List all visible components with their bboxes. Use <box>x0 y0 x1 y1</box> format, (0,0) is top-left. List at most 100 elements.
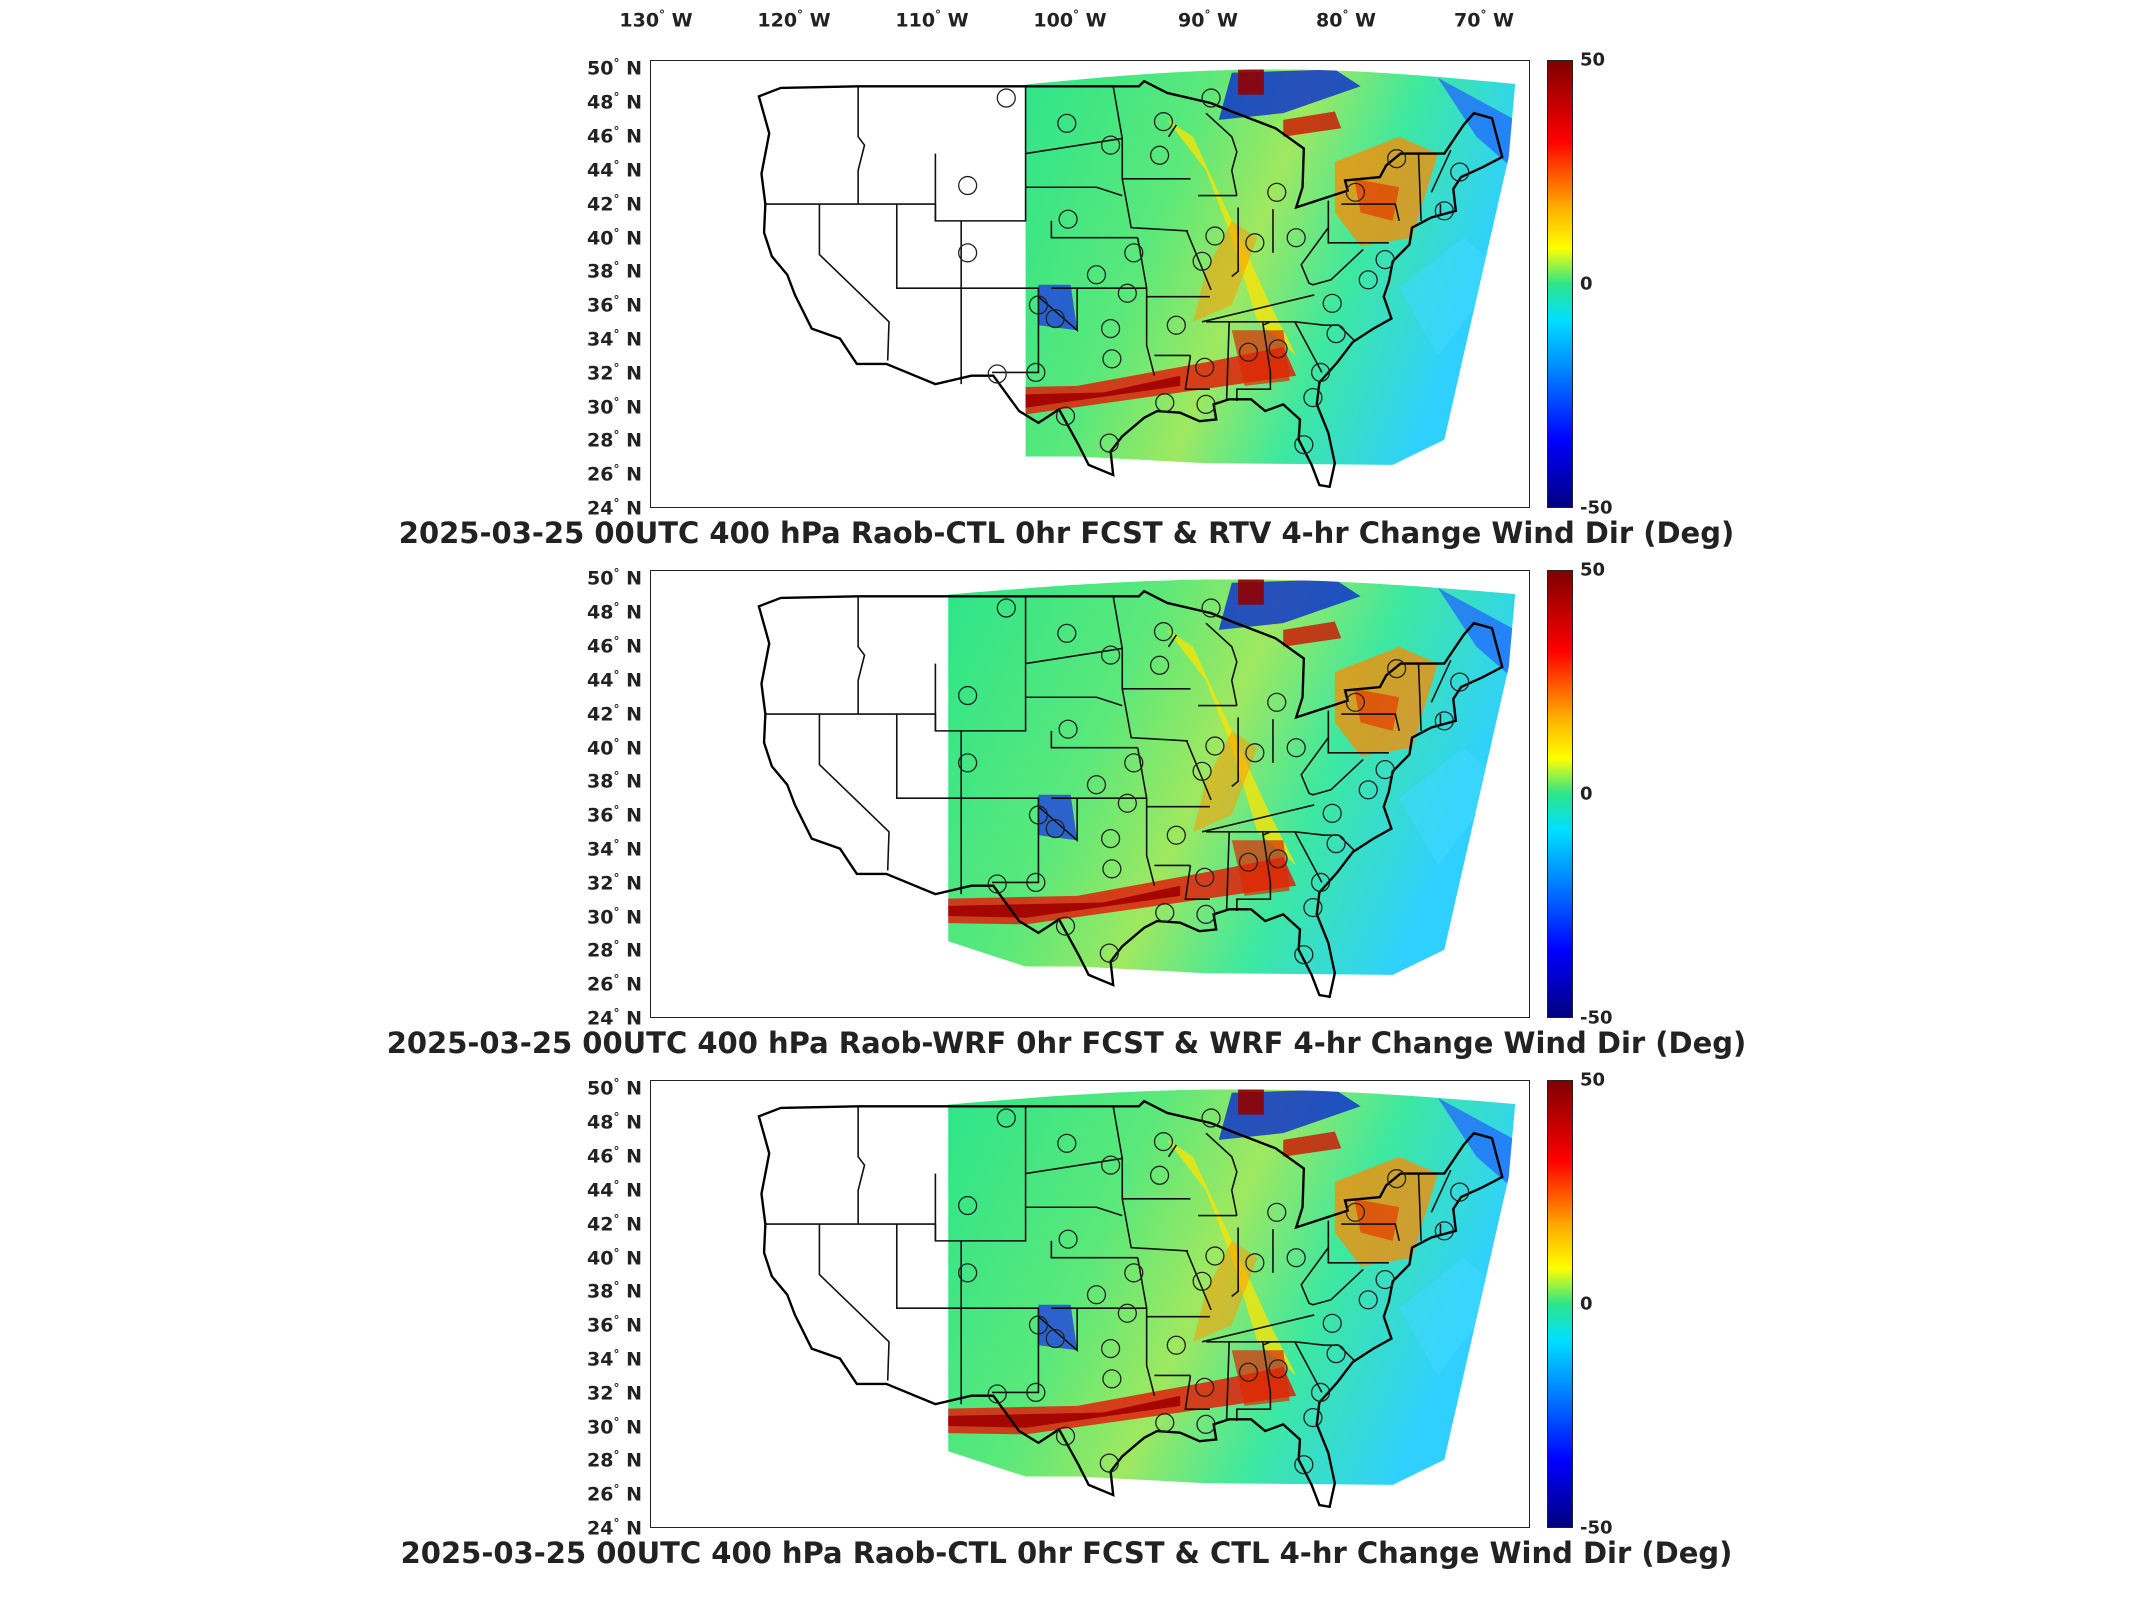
raob-station-marker <box>1045 1328 1065 1349</box>
raob-station-marker <box>996 1108 1016 1128</box>
raob-station-marker <box>1101 1338 1121 1359</box>
lon-label: 90° W <box>1177 8 1239 32</box>
state-border <box>1417 153 1422 221</box>
raob-station-marker <box>1101 135 1121 155</box>
raob-station-marker <box>1028 805 1049 825</box>
field-features <box>1025 69 1516 415</box>
state-border <box>1037 288 1078 333</box>
country-outline <box>757 1099 1504 1509</box>
field-feature <box>1167 1139 1297 1376</box>
raob-station-marker <box>1205 226 1225 246</box>
raob-station-marker <box>1117 1303 1137 1323</box>
state-border <box>1430 149 1452 193</box>
raob-station-marker <box>1205 1246 1225 1266</box>
raob-station-marker <box>1102 349 1122 369</box>
lat-label: 28° N <box>587 1448 642 1473</box>
raob-station-marker <box>1434 1221 1454 1241</box>
lat-label: 42° N <box>587 702 642 726</box>
state-border <box>1050 220 1138 239</box>
field-feature <box>1167 119 1297 356</box>
raob-station-marker <box>1086 1285 1107 1305</box>
lat-label: 30° N <box>587 904 642 929</box>
raob-station-marker <box>1149 655 1170 675</box>
field-feature <box>1238 1089 1264 1115</box>
state-border <box>1327 200 1389 244</box>
field-feature <box>1238 69 1264 95</box>
raob-station-marker <box>958 753 978 773</box>
lon-label: 110° W <box>895 8 969 32</box>
raob-station-marker <box>1155 393 1175 413</box>
raob-station-marker <box>1245 233 1265 253</box>
map-svg <box>757 579 1516 999</box>
raob-station-marker <box>958 243 978 263</box>
country-outline <box>757 79 1504 489</box>
state-border <box>1417 1173 1422 1241</box>
lat-label: 50° N <box>587 1076 642 1101</box>
raob-station-marker <box>1058 209 1078 229</box>
state-border <box>1262 1341 1271 1346</box>
raob-station-marker <box>1026 362 1046 383</box>
raob-station-marker <box>1267 692 1287 712</box>
field-feature <box>1354 178 1400 221</box>
state-border <box>1201 294 1315 323</box>
state-border <box>1327 1220 1389 1264</box>
state-border <box>895 714 962 895</box>
lat-label: 40° N <box>587 1245 642 1270</box>
state-border <box>1262 831 1271 836</box>
raob-station-marker <box>1057 113 1077 133</box>
lat-label: 46° N <box>587 634 642 658</box>
state-border <box>1112 86 1191 180</box>
raob-station-marker <box>1326 1344 1346 1364</box>
raob-station-marker <box>1117 793 1137 813</box>
raob-station-marker <box>1124 753 1144 773</box>
state-border <box>1231 207 1239 278</box>
map-frame <box>650 570 1530 1018</box>
map-svg <box>757 69 1516 489</box>
raob-station-marker <box>1267 182 1287 202</box>
lat-label: 36° N <box>587 803 642 827</box>
state-border <box>1145 1308 1156 1396</box>
field-feature <box>1231 330 1290 386</box>
lat-label: 38° N <box>587 769 642 793</box>
raob-station-marker <box>1245 743 1265 763</box>
map-frame <box>650 1080 1530 1528</box>
field-feature <box>1399 237 1503 356</box>
raob-station-marker <box>958 685 978 706</box>
state-border <box>1300 737 1364 796</box>
raob-station-marker <box>1326 324 1346 344</box>
lat-label: 46° N <box>587 1144 642 1168</box>
raob-station-marker <box>1117 283 1137 303</box>
raob-station-marker <box>1166 825 1186 845</box>
state-border <box>1167 124 1177 138</box>
field-feature <box>1399 1257 1503 1376</box>
state-border <box>1037 798 1078 843</box>
raob-station-marker <box>996 598 1016 618</box>
raob-station-marker <box>1303 387 1323 408</box>
map-panel-2: 50° N 48° N 46° N 44° N 42° N 40° N 38° N 36° N… <box>0 510 2133 1061</box>
field-feature <box>1283 621 1342 647</box>
colorbar-tick-label: -50 <box>1580 497 1613 519</box>
state-border <box>1025 137 1123 155</box>
raob-station-marker <box>1045 308 1065 329</box>
field-feature <box>1437 587 1516 681</box>
raob-station-marker <box>1286 1248 1306 1268</box>
raob-station-marker <box>1026 1382 1046 1403</box>
lat-label: 34° N <box>587 837 642 861</box>
raob-station-marker <box>1375 250 1395 270</box>
raob-station-marker <box>1055 916 1076 936</box>
state-border <box>960 1240 1040 1394</box>
country-outline <box>757 589 1504 999</box>
raob-station-marker <box>1201 598 1221 618</box>
lat-label: 40° N <box>587 225 642 250</box>
state-border <box>1025 1157 1123 1175</box>
state-border <box>765 86 1027 222</box>
lat-label: 44° N <box>587 158 642 182</box>
raob-station-marker <box>1055 1426 1076 1446</box>
raob-station-marker <box>1326 834 1346 854</box>
panel-title: 2025-03-25 00UTC 400 hPa Raob-WRF 0hr FC… <box>386 1026 1747 1060</box>
field-feature <box>1354 688 1400 731</box>
raob-station-marker <box>1192 251 1212 271</box>
raob-station-marker <box>1155 1413 1175 1433</box>
state-border <box>1262 321 1271 326</box>
map-panel-3: 50° N 48° N 46° N 44° N 42° N 40° N 38° N 36° N… <box>0 1020 2133 1571</box>
